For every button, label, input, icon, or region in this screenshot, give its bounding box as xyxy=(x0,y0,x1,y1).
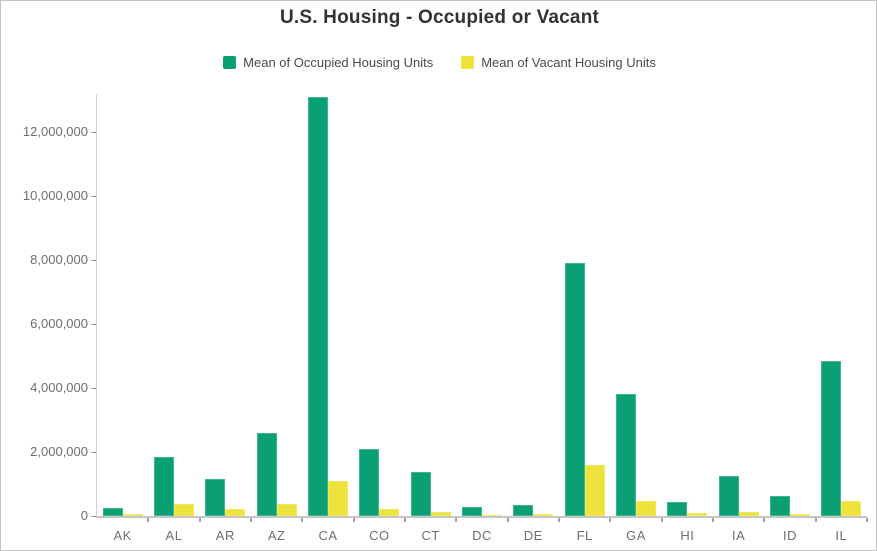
x-axis-label-AK: AK xyxy=(113,528,132,543)
y-axis-tick xyxy=(91,451,96,453)
x-axis-tick xyxy=(712,518,714,522)
x-axis-tick xyxy=(609,518,612,522)
y-axis-label: 10,000,000 xyxy=(22,188,88,204)
legend-swatch-occupied xyxy=(223,56,237,69)
x-axis-label-DE: DE xyxy=(523,528,543,543)
x-axis-label-IA: IA xyxy=(732,528,746,543)
bar-vacant-AR[interactable] xyxy=(225,509,246,516)
bar-occupied-DC[interactable] xyxy=(462,507,482,516)
bar-vacant-DE[interactable] xyxy=(533,514,554,516)
x-axis-tick xyxy=(506,518,509,522)
y-axis-label: 4,000,000 xyxy=(30,380,88,396)
bar-vacant-HI[interactable] xyxy=(687,513,708,516)
x-axis-tick xyxy=(147,518,150,522)
y-axis-label: 2,000,000 xyxy=(30,444,88,460)
bar-vacant-AL[interactable] xyxy=(174,504,194,516)
y-axis-tick xyxy=(91,515,96,517)
y-axis-label: 12,000,000 xyxy=(22,124,88,140)
bar-occupied-IA[interactable] xyxy=(718,476,739,516)
bar-vacant-CO[interactable] xyxy=(379,509,400,516)
y-axis-label: 6,000,000 xyxy=(30,316,88,332)
bar-occupied-DE[interactable] xyxy=(513,505,534,516)
x-axis-label-DC: DC xyxy=(472,528,492,543)
x-axis-label-FL: FL xyxy=(576,528,593,543)
x-axis-label-GA: GA xyxy=(626,528,646,543)
y-axis-tick xyxy=(91,195,96,197)
bar-vacant-AK[interactable] xyxy=(122,514,143,516)
x-axis-label-ID: ID xyxy=(783,528,797,543)
bar-vacant-CA[interactable] xyxy=(328,481,348,516)
bar-occupied-ID[interactable] xyxy=(770,496,790,516)
x-axis-tick xyxy=(455,518,458,522)
bar-vacant-GA[interactable] xyxy=(636,501,656,516)
y-axis-tick xyxy=(91,259,96,261)
bar-vacant-IA[interactable] xyxy=(738,512,759,516)
bar-occupied-CT[interactable] xyxy=(410,472,431,516)
bar-occupied-AL[interactable] xyxy=(154,457,174,516)
y-axis-tick xyxy=(91,387,96,389)
chart-title: U.S. Housing - Occupied or Vacant xyxy=(279,7,600,28)
x-axis-label-AZ: AZ xyxy=(267,528,286,543)
bar-vacant-IL[interactable] xyxy=(841,501,862,516)
legend-item-vacant[interactable]: Mean of Vacant Housing Units xyxy=(461,55,656,70)
x-axis-tick xyxy=(866,518,868,522)
bar-occupied-AR[interactable] xyxy=(205,479,226,516)
bar-occupied-AZ[interactable] xyxy=(256,433,277,516)
x-axis-label-AL: AL xyxy=(165,528,183,543)
x-axis-tick xyxy=(404,518,406,522)
x-axis-label-CO: CO xyxy=(369,528,390,543)
x-axis-label-IL: IL xyxy=(835,528,848,543)
x-axis-label-CA: CA xyxy=(318,528,338,543)
legend-swatch-vacant xyxy=(461,56,475,69)
bar-vacant-ID[interactable] xyxy=(790,514,810,516)
legend-item-occupied[interactable]: Mean of Occupied Housing Units xyxy=(223,55,433,70)
x-axis-tick xyxy=(301,518,304,522)
bar-vacant-FL[interactable] xyxy=(584,465,605,516)
y-axis-tick xyxy=(91,131,96,133)
legend-label: Mean of Vacant Housing Units xyxy=(481,55,656,70)
x-axis-label-HI: HI xyxy=(680,528,695,543)
bar-occupied-IL[interactable] xyxy=(821,361,842,516)
y-axis-label: 8,000,000 xyxy=(30,252,88,268)
x-axis-tick xyxy=(660,518,663,522)
legend: Mean of Occupied Housing Units Mean of Va… xyxy=(1,55,876,70)
x-axis-label-AR: AR xyxy=(215,528,235,543)
bar-occupied-CA[interactable] xyxy=(308,97,328,516)
x-axis-tick xyxy=(250,518,252,522)
y-axis-line xyxy=(96,94,97,518)
y-axis-label: 0 xyxy=(80,508,88,523)
bar-occupied-CO[interactable] xyxy=(359,449,380,516)
bar-occupied-GA[interactable] xyxy=(616,394,636,516)
bar-vacant-DC[interactable] xyxy=(482,515,502,516)
x-axis-tick xyxy=(814,518,817,522)
bar-occupied-FL[interactable] xyxy=(564,263,585,516)
x-axis-label-CT: CT xyxy=(421,528,440,543)
x-axis-tick xyxy=(198,518,201,522)
bar-vacant-CT[interactable] xyxy=(430,512,451,516)
x-axis-tick xyxy=(352,518,355,522)
y-axis-tick xyxy=(91,323,96,325)
x-axis-tick xyxy=(763,518,766,522)
bar-occupied-AK[interactable] xyxy=(102,508,123,516)
bar-occupied-HI[interactable] xyxy=(667,502,688,516)
bar-vacant-AZ[interactable] xyxy=(276,504,297,516)
x-axis-line xyxy=(96,516,867,518)
legend-label: Mean of Occupied Housing Units xyxy=(243,55,434,70)
x-axis-tick xyxy=(558,518,560,522)
